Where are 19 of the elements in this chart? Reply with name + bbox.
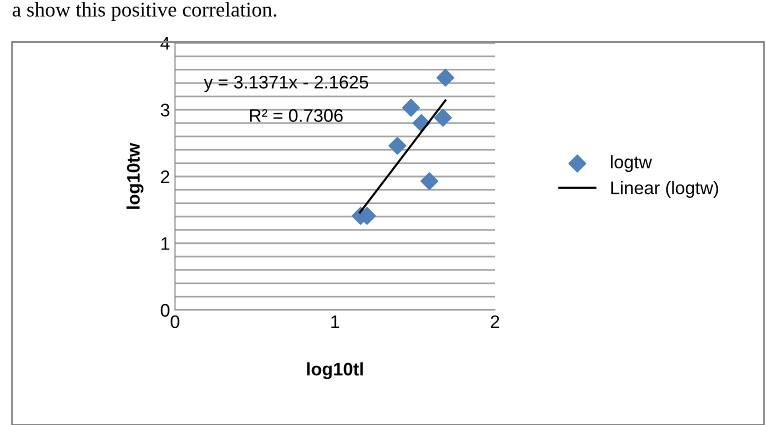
point <box>388 136 406 155</box>
point <box>436 68 454 87</box>
y-axis-title: log10tw <box>126 142 144 209</box>
x-axis-title: log10tl <box>307 362 363 380</box>
legend-label: Linear (logtw) <box>611 181 718 198</box>
y-tick-label: 2 <box>161 170 170 184</box>
text: a show this positive correlation. <box>12 2 276 21</box>
point <box>434 108 452 127</box>
x-tick-label: 1 <box>331 316 340 328</box>
legend-label: logtw <box>611 155 652 172</box>
y-tick-label: 1 <box>161 237 170 250</box>
x-tick-label: 2 <box>490 315 500 328</box>
y-tick-label: 3 <box>160 104 170 116</box>
point <box>402 98 420 117</box>
annotation: R² = 0.7306 <box>250 109 343 122</box>
annotation: y = 3.1371x - 2.1625 <box>204 76 368 92</box>
x-tick-label: 0 <box>170 315 180 328</box>
point <box>420 172 438 190</box>
y-tick-label: 0 <box>160 304 170 317</box>
